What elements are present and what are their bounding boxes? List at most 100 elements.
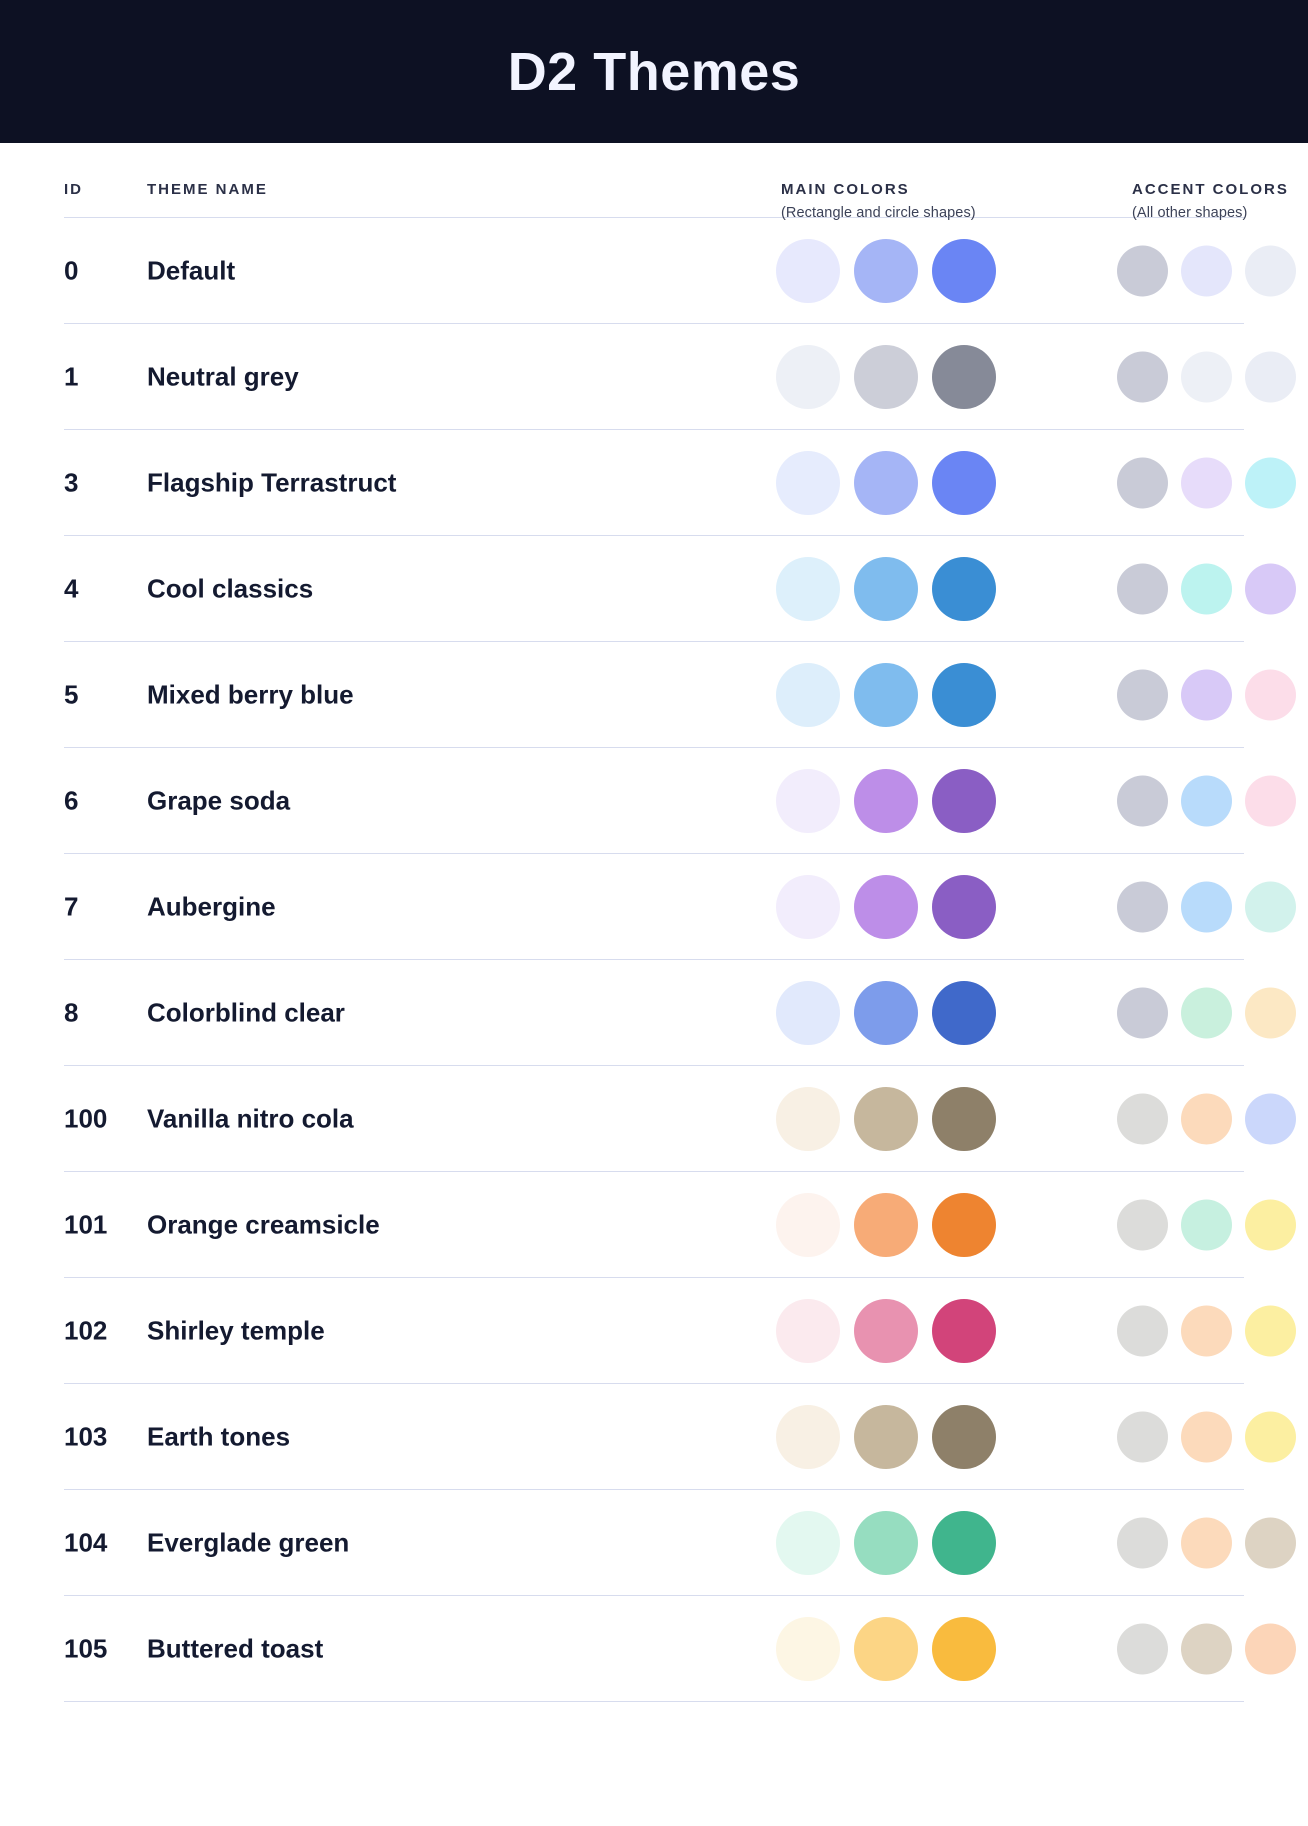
accent-color-swatch-3[interactable] <box>1245 1623 1296 1674</box>
accent-color-swatch-3[interactable] <box>1245 563 1296 614</box>
main-color-swatch-2[interactable] <box>854 662 918 727</box>
accent-color-swatch-3[interactable] <box>1245 1093 1296 1144</box>
main-color-swatch-1[interactable] <box>776 344 840 409</box>
accent-color-swatch-3[interactable] <box>1245 245 1296 296</box>
accent-color-swatch-1[interactable] <box>1117 1411 1168 1462</box>
accent-color-swatch-3[interactable] <box>1245 669 1296 720</box>
main-color-swatch-1[interactable] <box>776 768 840 833</box>
accent-color-swatch-3[interactable] <box>1245 1411 1296 1462</box>
accent-color-swatch-2[interactable] <box>1181 1305 1232 1356</box>
accent-color-swatch-1[interactable] <box>1117 457 1168 508</box>
table-row[interactable]: 7 Aubergine <box>64 854 1296 960</box>
table-row[interactable]: 102 Shirley temple <box>64 1278 1296 1384</box>
accent-color-swatch-2[interactable] <box>1181 987 1232 1038</box>
main-color-swatch-2[interactable] <box>854 980 918 1045</box>
table-row[interactable]: 105 Buttered toast <box>64 1596 1296 1702</box>
table-row[interactable]: 1 Neutral grey <box>64 324 1296 430</box>
table-row[interactable]: 0 Default <box>64 218 1296 324</box>
main-color-swatch-1[interactable] <box>776 1298 840 1363</box>
main-color-swatch-1[interactable] <box>776 556 840 621</box>
main-color-swatch-2[interactable] <box>854 1298 918 1363</box>
theme-name: Shirley temple <box>147 1315 325 1345</box>
main-color-swatch-3[interactable] <box>932 768 996 833</box>
main-color-swatch-1[interactable] <box>776 1510 840 1575</box>
main-color-swatch-2[interactable] <box>854 1192 918 1257</box>
main-color-swatch-2[interactable] <box>854 556 918 621</box>
main-color-swatch-3[interactable] <box>932 1298 996 1363</box>
main-color-swatch-3[interactable] <box>932 662 996 727</box>
main-color-swatch-3[interactable] <box>932 1510 996 1575</box>
main-color-swatch-3[interactable] <box>932 344 996 409</box>
table-row[interactable]: 103 Earth tones <box>64 1384 1296 1490</box>
table-row[interactable]: 104 Everglade green <box>64 1490 1296 1596</box>
main-color-swatch-3[interactable] <box>932 556 996 621</box>
main-color-swatch-2[interactable] <box>854 768 918 833</box>
main-color-swatch-2[interactable] <box>854 874 918 939</box>
main-color-swatch-3[interactable] <box>932 1404 996 1469</box>
accent-color-swatch-1[interactable] <box>1117 1093 1168 1144</box>
accent-color-swatch-1[interactable] <box>1117 351 1168 402</box>
accent-color-swatch-1[interactable] <box>1117 1199 1168 1250</box>
accent-color-swatch-3[interactable] <box>1245 351 1296 402</box>
accent-color-swatch-3[interactable] <box>1245 1305 1296 1356</box>
accent-color-swatch-2[interactable] <box>1181 775 1232 826</box>
accent-color-swatch-3[interactable] <box>1245 987 1296 1038</box>
table-row[interactable]: 101 Orange creamsicle <box>64 1172 1296 1278</box>
main-color-swatch-1[interactable] <box>776 1086 840 1151</box>
main-color-swatch-3[interactable] <box>932 874 996 939</box>
table-row[interactable]: 8 Colorblind clear <box>64 960 1296 1066</box>
accent-color-swatch-2[interactable] <box>1181 563 1232 614</box>
accent-color-swatch-2[interactable] <box>1181 1411 1232 1462</box>
accent-color-swatch-3[interactable] <box>1245 457 1296 508</box>
main-color-swatch-2[interactable] <box>854 1616 918 1681</box>
table-row[interactable]: 6 Grape soda <box>64 748 1296 854</box>
accent-color-swatch-1[interactable] <box>1117 987 1168 1038</box>
accent-color-swatch-2[interactable] <box>1181 1623 1232 1674</box>
table-row[interactable]: 100 Vanilla nitro cola <box>64 1066 1296 1172</box>
main-color-swatch-3[interactable] <box>932 1192 996 1257</box>
main-color-swatch-1[interactable] <box>776 1192 840 1257</box>
main-color-swatch-2[interactable] <box>854 1510 918 1575</box>
accent-color-swatch-1[interactable] <box>1117 245 1168 296</box>
accent-color-swatch-2[interactable] <box>1181 881 1232 932</box>
accent-color-swatch-1[interactable] <box>1117 563 1168 614</box>
main-color-swatch-1[interactable] <box>776 980 840 1045</box>
table-row[interactable]: 3 Flagship Terrastruct <box>64 430 1296 536</box>
main-color-swatch-2[interactable] <box>854 344 918 409</box>
accent-color-swatch-2[interactable] <box>1181 245 1232 296</box>
main-color-swatch-1[interactable] <box>776 238 840 303</box>
main-color-swatch-1[interactable] <box>776 450 840 515</box>
accent-color-swatch-2[interactable] <box>1181 1199 1232 1250</box>
accent-color-swatch-1[interactable] <box>1117 1305 1168 1356</box>
main-color-swatch-3[interactable] <box>932 1086 996 1151</box>
main-color-swatch-3[interactable] <box>932 450 996 515</box>
accent-color-swatch-2[interactable] <box>1181 669 1232 720</box>
main-color-swatch-1[interactable] <box>776 1616 840 1681</box>
accent-color-swatch-1[interactable] <box>1117 1623 1168 1674</box>
table-row[interactable]: 4 Cool classics <box>64 536 1296 642</box>
accent-color-swatch-3[interactable] <box>1245 1517 1296 1568</box>
accent-color-swatch-2[interactable] <box>1181 1093 1232 1144</box>
column-header-id: ID <box>64 181 83 198</box>
main-color-swatch-2[interactable] <box>854 1404 918 1469</box>
accent-color-swatch-1[interactable] <box>1117 881 1168 932</box>
accent-color-swatch-1[interactable] <box>1117 1517 1168 1568</box>
accent-color-swatch-2[interactable] <box>1181 351 1232 402</box>
accent-color-swatch-3[interactable] <box>1245 775 1296 826</box>
accent-color-swatch-3[interactable] <box>1245 881 1296 932</box>
accent-color-swatch-3[interactable] <box>1245 1199 1296 1250</box>
accent-color-swatch-2[interactable] <box>1181 1517 1232 1568</box>
accent-color-swatch-1[interactable] <box>1117 669 1168 720</box>
main-color-swatch-3[interactable] <box>932 238 996 303</box>
accent-color-swatch-2[interactable] <box>1181 457 1232 508</box>
main-color-swatch-1[interactable] <box>776 874 840 939</box>
table-row[interactable]: 5 Mixed berry blue <box>64 642 1296 748</box>
main-color-swatch-2[interactable] <box>854 238 918 303</box>
main-color-swatch-3[interactable] <box>932 1616 996 1681</box>
main-color-swatch-1[interactable] <box>776 662 840 727</box>
main-color-swatch-2[interactable] <box>854 1086 918 1151</box>
main-color-swatch-3[interactable] <box>932 980 996 1045</box>
main-color-swatch-1[interactable] <box>776 1404 840 1469</box>
main-color-swatch-2[interactable] <box>854 450 918 515</box>
accent-color-swatch-1[interactable] <box>1117 775 1168 826</box>
